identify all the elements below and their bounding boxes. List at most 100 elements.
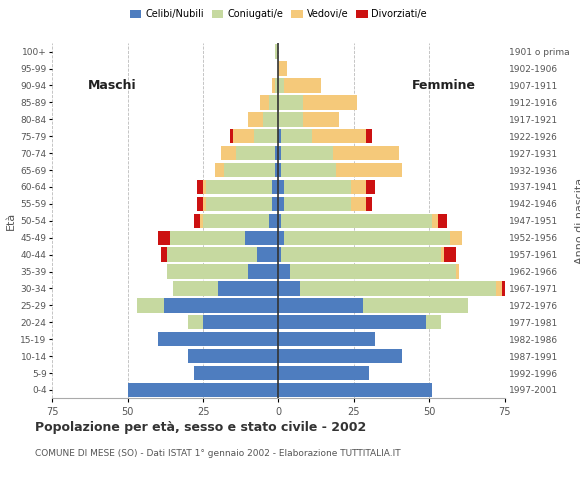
Bar [164,298,278,312]
Bar [278,332,375,347]
Bar [278,78,284,93]
Bar [281,163,336,177]
Bar [299,281,495,296]
Bar [170,230,245,245]
Bar [311,129,366,144]
Bar [278,383,432,397]
Bar [276,163,278,177]
Bar [276,146,278,160]
Bar [194,366,278,380]
Bar [200,214,203,228]
Bar [444,248,456,262]
Bar [224,163,276,177]
Bar [495,281,502,296]
Bar [284,180,351,194]
Bar [273,78,275,93]
Text: Maschi: Maschi [88,79,137,92]
Bar [278,163,281,177]
Bar [303,95,357,109]
Bar [502,281,508,296]
Bar [203,197,206,211]
Bar [269,95,278,109]
Bar [281,146,333,160]
Text: Femmine: Femmine [412,79,476,92]
Bar [248,264,278,279]
Text: Popolazione per età, sesso e stato civile - 2002: Popolazione per età, sesso e stato civil… [35,421,366,434]
Bar [188,315,203,329]
Bar [167,264,248,279]
Bar [197,197,203,211]
Bar [276,78,278,93]
Bar [278,298,363,312]
Bar [278,248,281,262]
Bar [278,129,281,144]
Bar [333,146,399,160]
Bar [278,61,288,76]
Bar [263,112,278,127]
Bar [269,214,278,228]
Bar [281,129,311,144]
Bar [438,214,447,228]
Bar [233,129,254,144]
Bar [260,95,269,109]
Bar [206,180,273,194]
Bar [245,230,278,245]
Bar [236,146,276,160]
Bar [278,366,369,380]
Bar [278,315,426,329]
Legend: Celibi/Nubili, Coniugati/e, Vedovi/e, Divorziati/e: Celibi/Nubili, Coniugati/e, Vedovi/e, Di… [126,5,431,23]
Bar [278,349,402,363]
Bar [281,248,441,262]
Bar [158,230,170,245]
Bar [221,146,236,160]
Y-axis label: Anno di nascita: Anno di nascita [575,178,580,264]
Bar [254,129,278,144]
Bar [278,95,303,109]
Bar [278,264,291,279]
Bar [206,197,273,211]
Text: COMUNE DI MESE (SO) - Dati ISTAT 1° gennaio 2002 - Elaborazione TUTTITALIA.IT: COMUNE DI MESE (SO) - Dati ISTAT 1° genn… [35,449,400,458]
Bar [363,298,469,312]
Bar [278,230,284,245]
Bar [158,332,278,347]
Bar [278,112,303,127]
Bar [291,264,456,279]
Y-axis label: Età: Età [6,212,16,230]
Bar [203,180,206,194]
Bar [273,197,278,211]
Bar [351,180,366,194]
Bar [194,214,200,228]
Bar [173,281,218,296]
Bar [137,298,164,312]
Bar [441,248,444,262]
Bar [273,180,278,194]
Bar [276,45,278,59]
Bar [278,197,284,211]
Bar [278,281,299,296]
Bar [284,230,450,245]
Bar [128,383,278,397]
Bar [426,315,441,329]
Bar [215,163,224,177]
Bar [188,349,278,363]
Bar [456,264,459,279]
Bar [258,248,278,262]
Bar [161,248,167,262]
Bar [278,146,281,160]
Bar [284,197,351,211]
Bar [278,180,284,194]
Bar [336,163,402,177]
Bar [248,112,263,127]
Bar [432,214,438,228]
Bar [203,315,278,329]
Bar [281,214,432,228]
Bar [450,230,462,245]
Bar [366,197,372,211]
Bar [278,214,281,228]
Bar [366,129,372,144]
Bar [351,197,366,211]
Bar [230,129,233,144]
Bar [218,281,278,296]
Bar [167,248,258,262]
Bar [303,112,339,127]
